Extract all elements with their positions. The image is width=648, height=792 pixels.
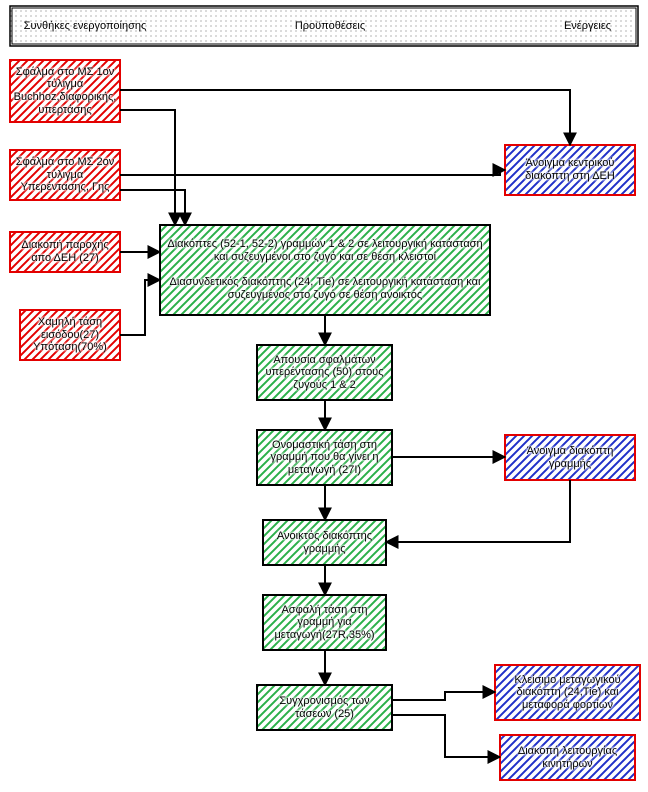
node-trigger3-label: Διακοπή παροχής απο ΔΕΗ (27) <box>14 239 116 264</box>
node-cond2: Απουσία σφαλμάτων υπερέντασης (50) στους… <box>257 345 392 400</box>
node-cond4: Ανοικτός διακόπτης γραμμής <box>263 520 386 565</box>
node-trigger2-label: Σφάλμα στο ΜΣ 2ον τύλιγμα Υπερέντασης, Γ… <box>14 156 116 194</box>
node-trigger2: Σφάλμα στο ΜΣ 2ον τύλιγμα Υπερέντασης, Γ… <box>10 150 120 200</box>
header-center: Προϋποθέσεις <box>250 10 410 42</box>
node-cond3-label: Ονομαστική τάση στη γραμμή που θα γίνει … <box>261 439 388 477</box>
header-left-label: Συνθήκες ενεργοποίησης <box>24 20 147 32</box>
header-left: Συνθήκες ενεργοποίησης <box>15 10 155 42</box>
node-cond2-label: Απουσία σφαλμάτων υπερέντασης (50) στους… <box>261 354 388 392</box>
node-trigger4: Χαμηλή τάση εισόδου(27) Υπόταση(70%) <box>20 310 120 360</box>
node-cond6-label: Συγχρονισμός των τάσεων (25) <box>261 695 388 720</box>
node-cond5: Ασφαλή τάση στη γραμμή για μεταγωγή(27R,… <box>263 595 386 650</box>
node-cond6: Συγχρονισμός των τάσεων (25) <box>257 685 392 730</box>
node-action4: Διακοπή λειτουργίας κινητήρων <box>500 735 635 780</box>
node-action3-label: Κλείσιμο μεταγωγικού διακόπτη (24,Tie) κ… <box>499 674 636 712</box>
node-action1: Άνοιγμα κεντρικού διακόπτη στη ΔΕΗ <box>505 145 635 195</box>
node-cond5-label: Ασφαλή τάση στη γραμμή για μεταγωγή(27R,… <box>267 604 382 642</box>
header-right: Ενέργειες <box>540 10 635 42</box>
node-action3: Κλείσιμο μεταγωγικού διακόπτη (24,Tie) κ… <box>495 665 640 720</box>
node-trigger3: Διακοπή παροχής απο ΔΕΗ (27) <box>10 232 120 272</box>
node-trigger4-label: Χαμηλή τάση εισόδου(27) Υπόταση(70%) <box>24 316 116 354</box>
node-cond1: Διακόπτες (52-1, 52-2) γραμμών 1 & 2 σε … <box>160 225 490 315</box>
header-right-label: Ενέργειες <box>564 20 611 32</box>
node-cond3: Ονομαστική τάση στη γραμμή που θα γίνει … <box>257 430 392 485</box>
header-center-label: Προϋποθέσεις <box>295 20 365 32</box>
node-action1-label: Άνοιγμα κεντρικού διακόπτη στη ΔΕΗ <box>509 157 631 182</box>
node-action4-label: Διακοπή λειτουργίας κινητήρων <box>504 745 631 770</box>
node-trigger1-label: Σφάλμα στο ΜΣ 1ον τύλιγμα Buchhoz,διαφορ… <box>14 66 117 117</box>
node-action2-label: Άνοιγμα διακόπτη γραμμής <box>509 445 631 470</box>
node-action2: Άνοιγμα διακόπτη γραμμής <box>505 435 635 480</box>
node-cond1-label: Διακόπτες (52-1, 52-2) γραμμών 1 & 2 σε … <box>164 238 486 301</box>
node-trigger1: Σφάλμα στο ΜΣ 1ον τύλιγμα Buchhoz,διαφορ… <box>10 60 120 122</box>
node-cond4-label: Ανοικτός διακόπτης γραμμής <box>267 530 382 555</box>
